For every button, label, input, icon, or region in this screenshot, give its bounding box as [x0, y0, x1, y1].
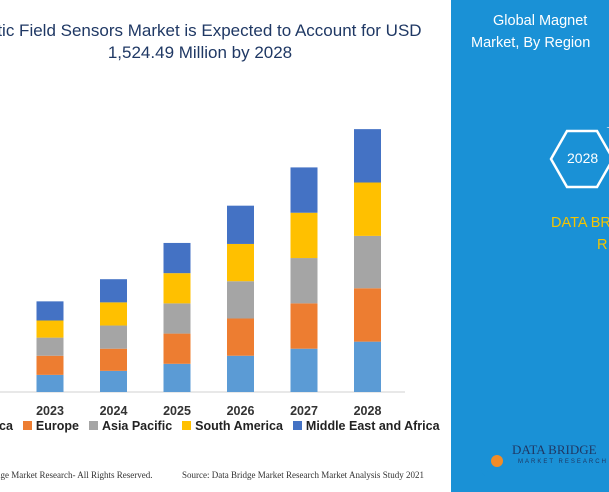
bar-segment-2028-4	[354, 129, 381, 183]
year-hexagon-icon	[549, 127, 609, 189]
bar-segment-2024-1	[100, 348, 127, 371]
legend-label: Europe	[35, 419, 79, 433]
stacked-bar-chart: 2023 2024 2025 2026 2027 2028	[0, 129, 405, 418]
legend-label: Asia Pacific	[101, 419, 173, 433]
bar-segment-2024-4	[100, 279, 127, 303]
legend-swatch	[88, 421, 98, 430]
bar-segment-2024-0	[100, 370, 127, 392]
bar-segment-2023-1	[36, 355, 64, 375]
x-tick-label: 2023	[36, 404, 64, 418]
x-tick-label: 2024	[100, 404, 128, 418]
logo-tagline: MARKET RESEARCH	[518, 459, 608, 465]
legend-item: Middle East and Africa	[292, 419, 440, 433]
legend-item: Asia Pacific	[88, 419, 173, 433]
legend-label: Middle East and Africa	[305, 419, 440, 433]
sidebar-brand: DATA BR R	[551, 212, 609, 256]
region-sidebar: Global Magnet Market, By Region 2028 DAT…	[451, 0, 609, 492]
bar-segment-2026-1	[227, 318, 254, 356]
legend-label: South America	[195, 419, 283, 433]
bar-segment-2027-0	[290, 348, 318, 392]
bar-segment-2026-4	[227, 205, 254, 244]
source-note: Source: Data Bridge Market Research Mark…	[182, 470, 424, 480]
x-tick-label: 2025	[163, 404, 191, 418]
legend-item: Europe	[22, 419, 79, 433]
bar-segment-2025-4	[163, 242, 191, 274]
sidebar-brand-line1: DATA BR	[551, 215, 609, 231]
legend-item: ca	[0, 419, 13, 433]
sidebar-title: Global Magnet Market, By Region	[471, 10, 609, 54]
chart-legend: ca Europe Asia Pacific South America Middle …	[0, 419, 450, 433]
bar-segment-2023-3	[36, 320, 64, 338]
bar-segment-2028-1	[354, 288, 381, 342]
legend-item: South America	[182, 419, 283, 433]
x-tick-label: 2027	[290, 404, 318, 418]
sidebar-year: 2028	[567, 150, 599, 166]
x-tick-label: 2028	[354, 404, 382, 418]
bar-segment-2027-1	[290, 303, 318, 349]
bar-segment-2027-4	[290, 167, 318, 213]
bar-segment-2027-2	[290, 258, 318, 304]
bar-segment-2023-2	[36, 337, 64, 356]
bar-segment-2028-0	[354, 341, 381, 392]
bar-segment-2024-2	[100, 325, 127, 349]
bar-segment-2023-4	[36, 301, 64, 321]
x-tick-label: 2026	[227, 404, 255, 418]
bar-segment-2025-1	[163, 333, 191, 364]
bar-segment-2028-3	[354, 182, 381, 236]
data-bridge-logo-icon	[481, 438, 512, 476]
bar-segment-2026-3	[227, 243, 254, 282]
logo-name: DATA BRIDGE	[512, 442, 597, 457]
chart-title: netic Field Sensors Market is Expected t…	[0, 20, 440, 64]
bar-segment-2026-2	[227, 281, 254, 319]
bar-segment-2027-3	[290, 212, 318, 259]
bar-segment-2023-0	[36, 374, 64, 392]
legend-swatch	[22, 421, 32, 430]
chart-panel: netic Field Sensors Market is Expected t…	[0, 20, 440, 433]
bar-segment-2025-2	[163, 303, 191, 334]
sidebar-title-line2: Market, By Region	[471, 35, 591, 51]
copyright-note: dge Market Research- All Rights Reserved…	[0, 470, 153, 480]
bar-segment-2025-3	[163, 273, 191, 304]
bar-segment-2024-3	[100, 302, 127, 326]
legend-swatch	[292, 421, 302, 430]
chart-title-line2: 1,524.49 Million by 2028	[107, 43, 293, 62]
sidebar-title-line1: Global Magnet	[493, 13, 588, 29]
bar-segment-2028-2	[354, 235, 381, 289]
bar-segment-2026-0	[227, 355, 254, 392]
legend-label: ca	[0, 419, 13, 433]
bar-segment-2025-0	[163, 363, 191, 392]
sidebar-brand-line2: R	[597, 237, 608, 253]
chart-title-line1: netic Field Sensors Market is Expected t…	[0, 21, 422, 40]
legend-swatch	[182, 421, 192, 430]
